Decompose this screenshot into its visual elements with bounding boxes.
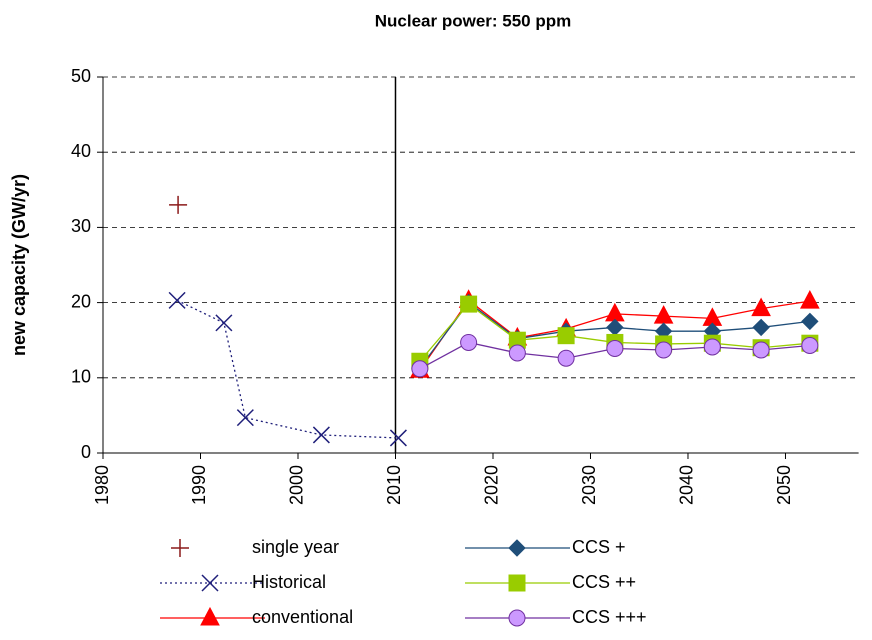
data-point (606, 318, 624, 337)
data-point (557, 349, 575, 367)
x-tick-label: 2000 (287, 465, 307, 505)
data-point (606, 339, 624, 357)
series-line (176, 299, 399, 439)
data-point (557, 327, 575, 345)
legend-marker (200, 606, 220, 626)
data-point (168, 291, 186, 309)
data-point (653, 305, 674, 324)
legend-marker (171, 539, 189, 557)
y-tick-label: 20 (71, 291, 91, 311)
y-tick-label: 0 (81, 442, 91, 462)
data-point (411, 360, 429, 378)
data-point (508, 344, 526, 362)
legend-marker (201, 574, 219, 592)
data-point (655, 341, 673, 359)
legend-marker (508, 609, 526, 627)
data-point (801, 312, 819, 331)
x-tick-label: 2030 (579, 465, 599, 505)
legend-label: CCS + (572, 537, 626, 557)
data-point (389, 429, 407, 447)
data-point (169, 195, 188, 214)
data-point (751, 297, 771, 317)
x-tick-label: 2040 (677, 465, 697, 505)
legend-label: single year (252, 537, 339, 557)
data-point (460, 295, 478, 313)
legend-label: CCS +++ (572, 607, 647, 627)
data-point (801, 336, 819, 354)
legend-label: conventional (252, 607, 353, 627)
data-point (752, 318, 770, 337)
legend-label: CCS ++ (572, 572, 636, 592)
legend-marker (508, 539, 526, 557)
y-tick-label: 40 (71, 141, 91, 161)
y-tick-label: 50 (71, 66, 91, 86)
x-tick-label: 1990 (189, 465, 209, 505)
data-point (460, 333, 478, 351)
y-tick-label: 10 (71, 367, 91, 387)
x-tick-label: 2050 (774, 465, 794, 505)
data-point (605, 302, 625, 322)
chart-title: Nuclear power: 550 ppm (375, 11, 572, 30)
data-point (312, 426, 330, 444)
x-tick-label: 1980 (92, 465, 112, 505)
x-tick-label: 2020 (482, 465, 502, 505)
y-tick-label: 30 (71, 216, 91, 236)
legend-label: Historical (252, 572, 326, 592)
x-tick-label: 2010 (384, 465, 404, 505)
data-point (236, 409, 254, 427)
data-point (703, 338, 721, 356)
legend-marker (508, 574, 526, 592)
y-axis-label: new capacity (GW/yr) (9, 174, 29, 356)
data-point (215, 314, 233, 332)
data-point (800, 290, 820, 309)
data-point (752, 341, 770, 359)
